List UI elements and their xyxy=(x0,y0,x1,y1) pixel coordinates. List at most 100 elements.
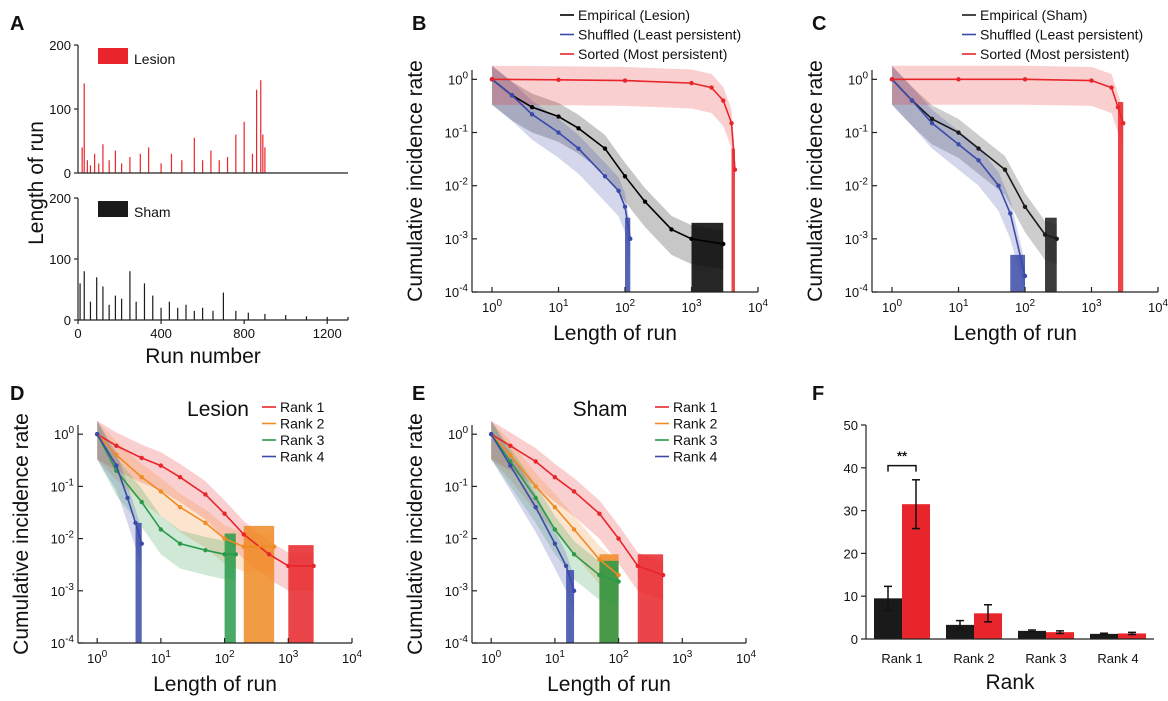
x-tick-label: 100 xyxy=(882,298,902,315)
x-tick-label: 100 xyxy=(481,649,501,666)
panel-letter-f: F xyxy=(812,383,824,405)
legend-label: Rank 2 xyxy=(280,416,325,432)
series-tail xyxy=(224,533,236,643)
data-point xyxy=(508,452,513,458)
series-band xyxy=(491,420,664,600)
y-tick-label: 0 xyxy=(64,166,71,181)
data-point xyxy=(571,527,577,532)
data-point xyxy=(563,563,569,569)
x-tick-label: 104 xyxy=(342,649,362,666)
data-point xyxy=(976,158,981,163)
y-tick-label: 200 xyxy=(49,191,71,206)
bar xyxy=(1090,633,1118,639)
panel-letter-d: D xyxy=(10,383,24,405)
series-tail xyxy=(566,570,575,643)
panel-title: Sham xyxy=(573,398,628,421)
x-axis-title: Length of run xyxy=(153,673,277,696)
data-point xyxy=(956,142,961,147)
x-axis-title: Length of run xyxy=(547,673,671,696)
x-tick-label: 104 xyxy=(1148,298,1168,315)
data-point xyxy=(222,536,227,541)
series-tail xyxy=(135,522,142,643)
x-tick-label: 103 xyxy=(672,649,692,666)
y-tick-label: 10-4 xyxy=(845,283,869,300)
x-tick-label: Rank 4 xyxy=(1097,651,1138,666)
y-tick-label: 100 xyxy=(448,70,468,87)
data-point xyxy=(635,563,640,569)
data-point xyxy=(1022,204,1028,210)
series-tail xyxy=(288,545,314,643)
y-axis-title: Cumulative incidence rate xyxy=(804,60,827,302)
data-point xyxy=(203,547,208,553)
data-point xyxy=(552,475,558,480)
data-point xyxy=(94,431,100,437)
data-point xyxy=(222,552,227,557)
data-point xyxy=(533,484,538,489)
data-point xyxy=(929,116,935,122)
y-tick-label: 10 xyxy=(844,589,858,604)
bar xyxy=(1046,632,1074,639)
y-tick-label: 10-1 xyxy=(51,477,75,494)
y-tick-label: 20 xyxy=(844,546,858,561)
legend-label: Rank 1 xyxy=(280,399,325,415)
y-axis-title: Cumulative incidence rate xyxy=(404,60,427,302)
x-tick-label: Rank 3 xyxy=(1025,651,1066,666)
y-tick-label: 10-4 xyxy=(445,634,469,651)
data-point xyxy=(114,463,119,468)
data-point xyxy=(203,492,208,497)
bar xyxy=(1018,630,1046,639)
data-point xyxy=(721,241,726,247)
panel-letter-b: B xyxy=(412,13,426,35)
panel-b: B 100 101 102 103 104 100 10-1 10-2 10-3 10-4 Lengt… xyxy=(404,7,768,345)
panel-c: C 100 101 102 103 104 100 10-1 10-2 10-3 10-4 Lengt… xyxy=(804,7,1168,345)
x-tick-label: 1200 xyxy=(313,326,342,341)
y-tick-label: 10-2 xyxy=(445,177,469,194)
y-tick-label: 40 xyxy=(844,461,858,476)
series-tail xyxy=(243,525,275,643)
data-point xyxy=(597,511,602,516)
y-tick-label: 50 xyxy=(844,418,858,433)
series-line-3 xyxy=(492,78,736,170)
x-axis-title: Run number xyxy=(145,345,261,368)
legend-label: Sorted (Most persistent) xyxy=(980,46,1129,62)
data-point xyxy=(488,431,494,437)
data-point xyxy=(576,126,581,131)
x-tick-label: 103 xyxy=(1081,298,1101,315)
legend-label: Shuffled (Least persistent) xyxy=(578,27,741,43)
data-point xyxy=(1115,104,1121,110)
x-tick-label: 103 xyxy=(681,298,701,315)
series-tail xyxy=(691,222,724,292)
data-point xyxy=(158,527,164,532)
series-tail xyxy=(731,148,735,292)
y-tick-label: 200 xyxy=(49,38,71,53)
data-point xyxy=(597,557,602,562)
x-tick-label: 400 xyxy=(150,326,172,341)
series-band xyxy=(492,65,724,270)
data-point xyxy=(602,146,608,151)
data-point xyxy=(552,541,558,546)
legend-label: Rank 4 xyxy=(673,449,718,465)
data-point xyxy=(616,536,621,541)
panel-e: E 100 101 102 103 104 100 10-1 10-2 10-3 10-4 Lengt… xyxy=(404,383,756,696)
x-axis-title: Rank xyxy=(985,671,1035,694)
data-point xyxy=(597,572,602,578)
data-point xyxy=(233,552,239,557)
series-line-4 xyxy=(490,433,575,592)
data-point xyxy=(177,541,183,546)
data-point xyxy=(177,475,183,480)
panel-a: A 0 100 200 Lesion 0 100 200 0 400 800 1200 Sham Run … xyxy=(10,13,349,368)
data-point xyxy=(158,463,164,468)
x-axis-title: Length of run xyxy=(953,322,1077,345)
y-tick-label: 10-3 xyxy=(51,582,75,599)
data-point xyxy=(177,504,183,510)
data-point xyxy=(929,120,935,126)
legend-label: Rank 3 xyxy=(673,432,718,448)
legend-label: Rank 4 xyxy=(280,449,325,465)
data-point xyxy=(1054,236,1059,242)
x-tick-label: 102 xyxy=(615,298,635,315)
panel-f: F Rank 1 Rank 2 Rank 3 Rank 4 0 10 20 30 40 50 Rank… xyxy=(812,383,1154,694)
x-tick-label: 102 xyxy=(1015,298,1035,315)
data-point xyxy=(660,572,666,578)
data-point xyxy=(956,130,961,135)
data-point xyxy=(889,77,895,82)
